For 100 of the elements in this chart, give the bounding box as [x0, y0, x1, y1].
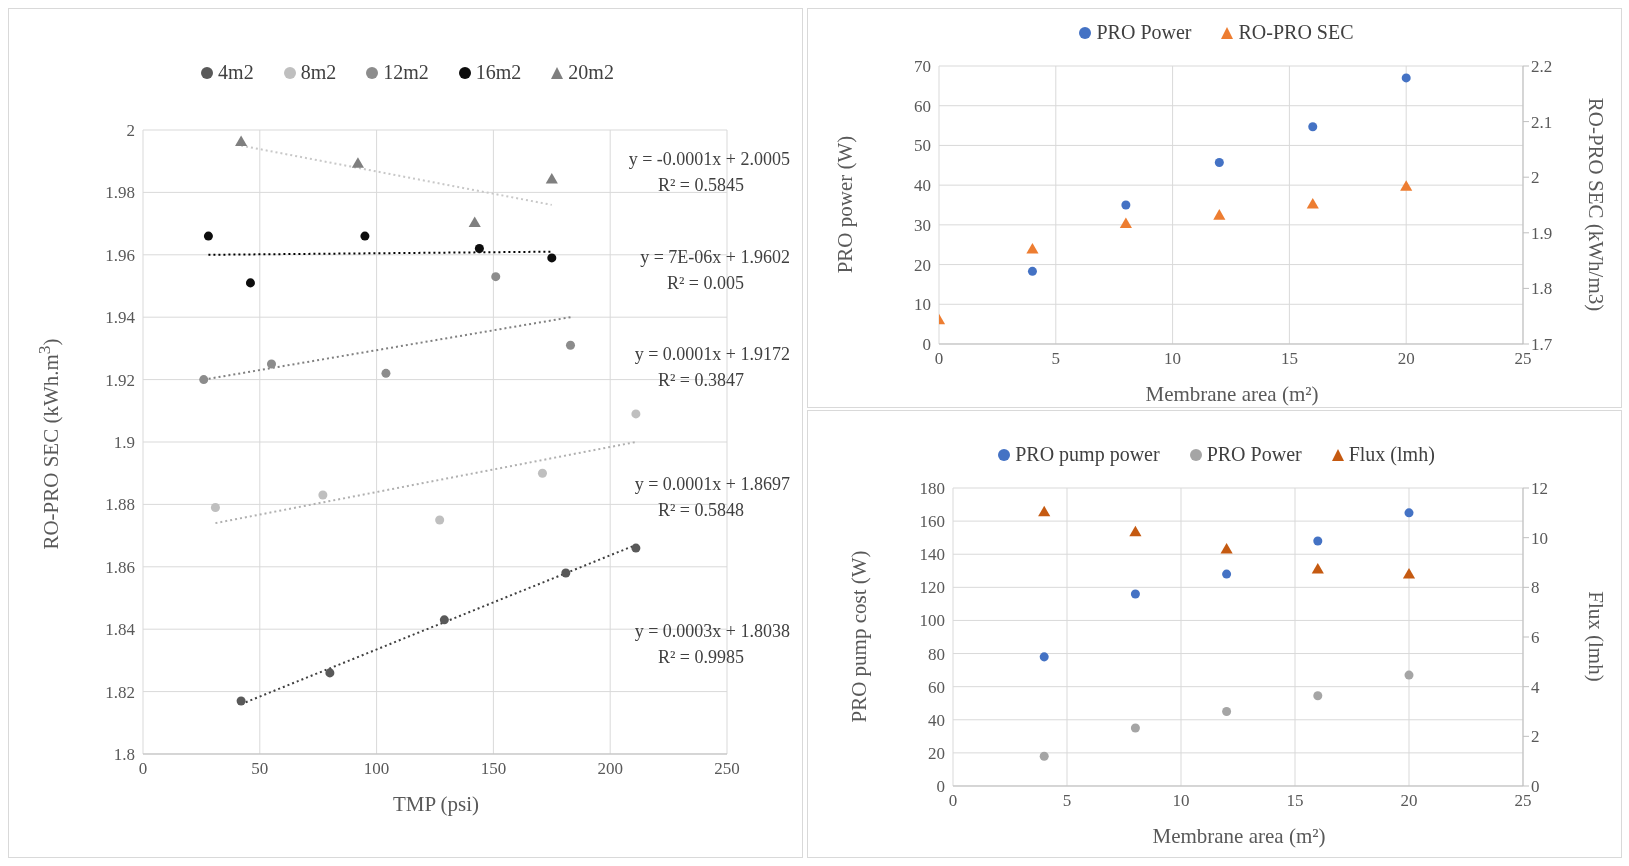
- point: [266, 359, 276, 369]
- y2-tick-label: 8: [1531, 578, 1540, 598]
- y-tick-label: 1.96: [105, 245, 135, 265]
- x-tick-label: 25: [1514, 349, 1532, 369]
- x-tick-label: 100: [363, 759, 390, 779]
- y2-tick-label: 1.8: [1531, 279, 1553, 299]
- point: [537, 468, 547, 478]
- y-axis-title: PRO power (W): [832, 134, 858, 276]
- point: [439, 615, 449, 625]
- y-tick-label: 140: [919, 545, 945, 565]
- y-tick-label: 120: [919, 578, 945, 598]
- y2-tick-label: 2: [1531, 727, 1540, 747]
- point: [235, 135, 248, 146]
- y-tick-label: 20: [914, 255, 931, 275]
- annotation: y = 0.0001x + 1.8697: [634, 474, 790, 495]
- legend-label: 4m2: [218, 61, 254, 84]
- y-tick-label: 50: [914, 136, 931, 156]
- point: [360, 231, 370, 241]
- y-tick-label: 1.98: [105, 183, 135, 203]
- y2-tick-label: 1.7: [1531, 335, 1553, 355]
- annotation: R² = 0.5848: [657, 500, 744, 521]
- legend-label: PRO Power: [1206, 443, 1302, 466]
- x-tick-label: 5: [1051, 349, 1061, 369]
- point: [1313, 536, 1323, 546]
- point: [351, 157, 364, 168]
- annotation: y = 0.0001x + 1.9172: [634, 344, 790, 365]
- point: [203, 231, 213, 241]
- legend-label: 16m2: [475, 61, 522, 84]
- point: [325, 668, 335, 678]
- point: [1404, 670, 1414, 680]
- point: [381, 368, 391, 378]
- y-tick-label: 180: [919, 479, 945, 499]
- legend-label: Flux (lmh): [1348, 443, 1435, 466]
- x-tick-label: 50: [251, 759, 269, 779]
- point: [1026, 243, 1039, 254]
- y2-tick-label: 2.2: [1531, 57, 1553, 77]
- point: [236, 696, 246, 706]
- y-tick-label: 0: [936, 777, 945, 797]
- y-tick-label: 0: [922, 335, 931, 355]
- legend-label: RO-PRO SEC: [1238, 21, 1354, 44]
- x-axis-title: TMP (psi): [391, 792, 481, 817]
- y2-tick-label: 2: [1531, 168, 1540, 188]
- annotation: R² = 0.005: [666, 273, 744, 294]
- point: [318, 490, 328, 500]
- y-tick-label: 1.8: [113, 745, 135, 765]
- y-tick-label: 60: [928, 677, 945, 697]
- y-tick-label: 70: [914, 57, 931, 77]
- y2-axis-title: RO-PRO SEC (kWh/m3): [1582, 96, 1608, 314]
- point: [1400, 180, 1413, 191]
- y2-tick-label: 1.9: [1531, 223, 1553, 243]
- x-tick-label: 5: [1062, 791, 1072, 811]
- point: [1308, 122, 1318, 132]
- x-tick-label: 250: [714, 759, 740, 779]
- y-tick-label: 10: [914, 295, 931, 315]
- x-tick-label: 200: [597, 759, 623, 779]
- y-tick-label: 1.84: [105, 620, 136, 640]
- x-tick-label: 150: [480, 759, 507, 779]
- point: [1313, 691, 1323, 701]
- point: [1222, 569, 1232, 579]
- point: [1220, 543, 1233, 554]
- legend-label: 20m2: [568, 61, 614, 84]
- point: [245, 278, 255, 288]
- legend-label: PRO Power: [1096, 21, 1192, 44]
- x-tick-label: 25: [1514, 791, 1532, 811]
- y2-axis-title: Flux (lmh): [1582, 590, 1608, 684]
- y2-tick-label: 6: [1531, 628, 1540, 648]
- point: [210, 503, 220, 513]
- y-tick-label: 100: [919, 611, 945, 631]
- point: [491, 272, 501, 282]
- point: [1038, 505, 1051, 517]
- y-axis-title: PRO pump cost (W): [846, 549, 872, 725]
- y2-tick-label: 12: [1531, 479, 1548, 499]
- annotation: y = 0.0003x + 1.8038: [634, 621, 790, 642]
- point: [631, 409, 641, 419]
- x-tick-label: 10: [1172, 791, 1190, 811]
- point: [1039, 751, 1049, 761]
- legend-label: PRO pump power: [1015, 443, 1160, 466]
- point: [1121, 200, 1131, 210]
- point: [1027, 266, 1037, 276]
- legend-label: 12m2: [383, 61, 429, 84]
- point: [474, 244, 484, 254]
- point: [1214, 158, 1224, 168]
- point: [561, 568, 571, 578]
- y-tick-label: 1.9: [113, 433, 135, 453]
- y-tick-label: 80: [928, 644, 945, 664]
- x-tick-label: 20: [1397, 349, 1415, 369]
- annotation: y = 7E-06x + 1.9602: [640, 247, 790, 268]
- y-tick-label: 160: [919, 512, 945, 532]
- point: [547, 253, 557, 263]
- y-tick-label: 1.92: [105, 370, 135, 390]
- point: [1213, 209, 1226, 220]
- annotation: R² = 0.9985: [657, 647, 744, 668]
- y-tick-label: 40: [928, 710, 945, 730]
- x-tick-label: 20: [1400, 791, 1418, 811]
- point: [565, 340, 575, 350]
- annotation: R² = 0.5845: [657, 175, 744, 196]
- x-tick-label: 10: [1164, 349, 1182, 369]
- y-tick-label: 1.88: [105, 495, 135, 515]
- y2-tick-label: 2.1: [1531, 112, 1553, 132]
- y-tick-label: 1.86: [105, 557, 135, 577]
